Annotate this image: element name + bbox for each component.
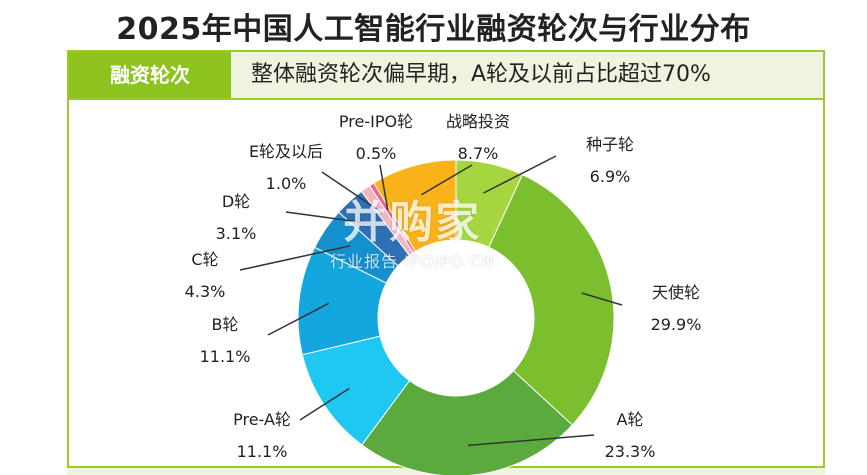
slice-value-5: 4.3% xyxy=(185,282,226,301)
slice-label-6: D轮 xyxy=(222,192,250,211)
leader-line-6 xyxy=(285,211,370,225)
section-tag: 融资轮次 xyxy=(69,52,231,98)
slice-label-2: A轮 xyxy=(617,410,644,429)
slice-labels: 种子轮 6.9% 天使轮 29.9% A轮 23.3% Pre-A轮 11.1% B轮 11.1%… xyxy=(185,112,702,461)
leader-line-3 xyxy=(299,387,350,421)
slice-value-1: 29.9% xyxy=(651,315,702,334)
summary-text: 整体融资轮次偏早期，A轮及以前占比超过70% xyxy=(251,62,711,87)
donut-slices xyxy=(297,159,615,475)
slice-value-7: 1.0% xyxy=(266,174,307,193)
leader-line-0 xyxy=(483,155,557,194)
slice-label-0: 种子轮 xyxy=(586,135,634,154)
slice-value-8: 0.5% xyxy=(356,144,397,163)
slice-label-8: Pre-IPO轮 xyxy=(339,112,413,131)
slice-value-3: 11.1% xyxy=(237,442,288,461)
slice-label-9: 战略投资 xyxy=(446,112,510,131)
leader-line-9 xyxy=(421,164,473,196)
slice-9 xyxy=(373,159,457,253)
slice-value-6: 3.1% xyxy=(216,224,257,243)
slice-label-1: 天使轮 xyxy=(652,283,700,302)
summary-banner: 融资轮次 整体融资轮次偏早期，A轮及以前占比超过70% xyxy=(67,50,825,100)
slice-label-5: C轮 xyxy=(191,250,218,269)
slice-label-7: E轮及以后 xyxy=(249,142,323,161)
slice-label-4: B轮 xyxy=(212,315,239,334)
page-title: 2025年中国人工智能行业融资轮次与行业分布 xyxy=(116,12,751,47)
leader-line-4 xyxy=(267,302,330,336)
leader-line-1 xyxy=(581,292,623,306)
slice-value-0: 6.9% xyxy=(590,167,631,186)
leader-line-5 xyxy=(239,245,351,271)
slice-label-3: Pre-A轮 xyxy=(233,410,291,429)
leader-line-7 xyxy=(321,171,384,214)
leader-line-8 xyxy=(379,164,389,210)
slice-2 xyxy=(361,370,573,475)
leader-lines xyxy=(239,155,623,447)
slice-value-9: 8.7% xyxy=(458,144,499,163)
leader-line-2 xyxy=(467,434,595,447)
slice-value-4: 11.1% xyxy=(200,347,251,366)
slice-1 xyxy=(488,173,615,426)
slice-value-2: 23.3% xyxy=(605,442,656,461)
